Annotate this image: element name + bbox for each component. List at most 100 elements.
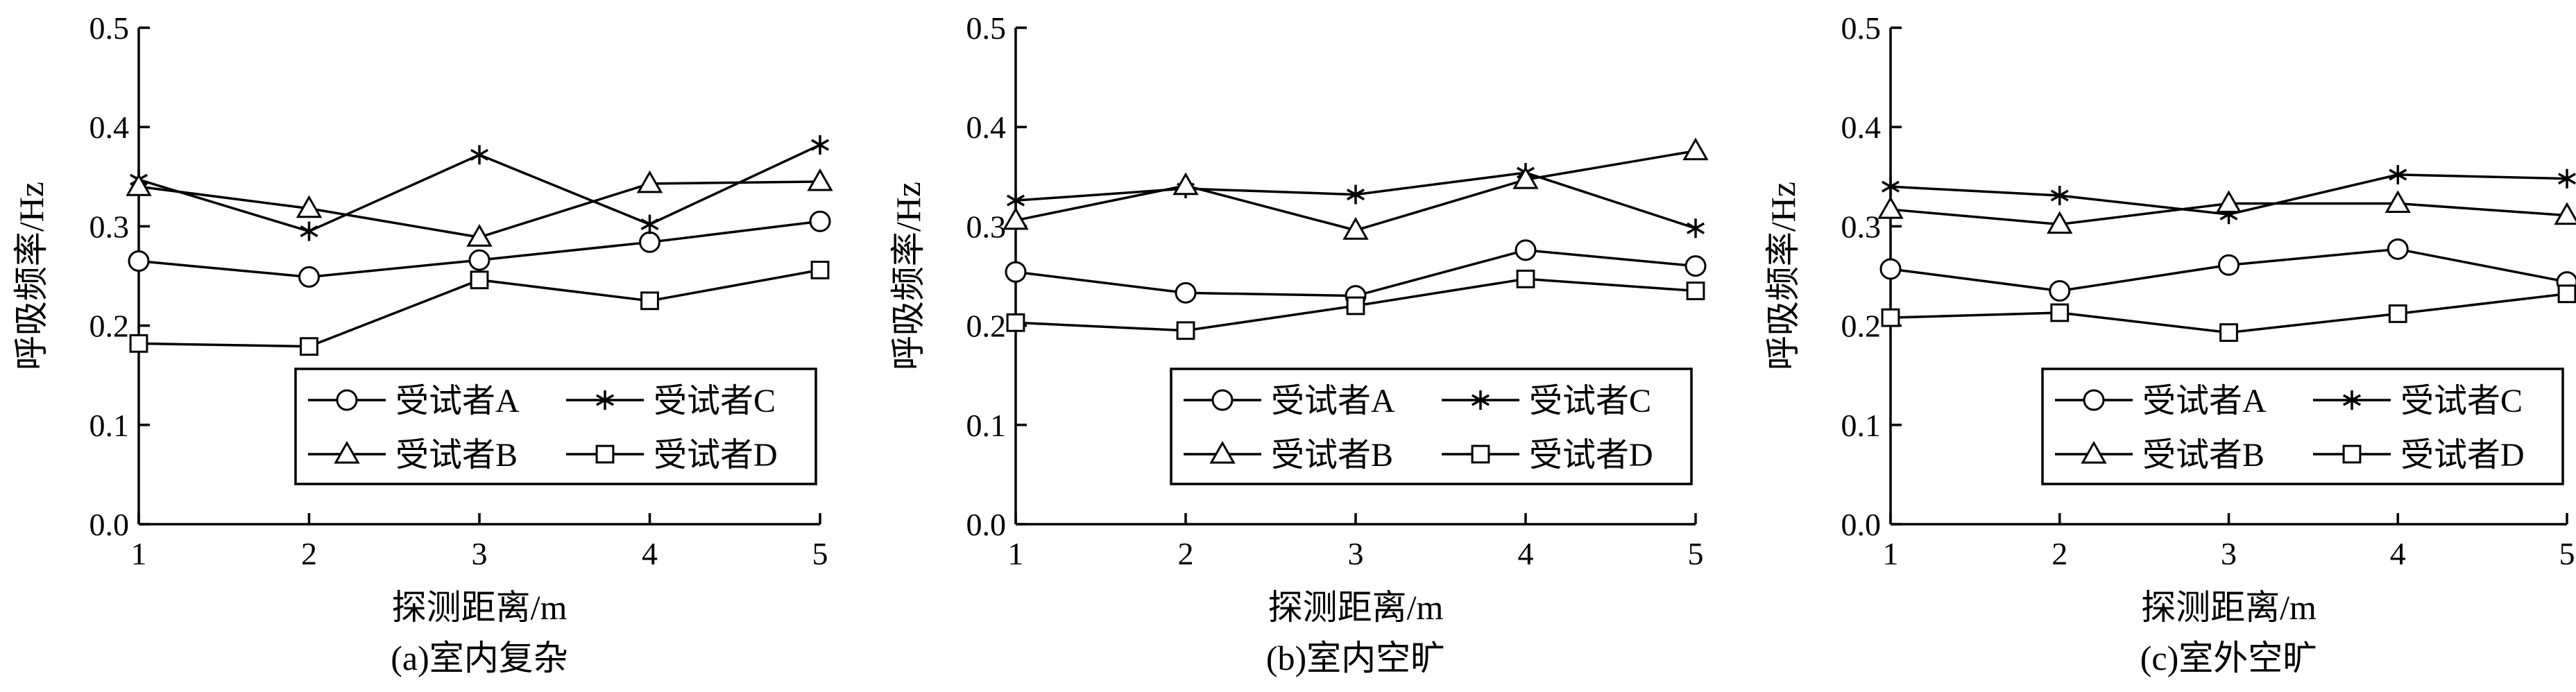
data-point-asterisk [2558, 168, 2576, 189]
y-tick-label: 0.2 [1841, 309, 1882, 344]
data-point-triangle [1512, 166, 1539, 189]
data-point-triangle [1003, 207, 1029, 230]
data-point-square [300, 337, 318, 356]
data-point-square [810, 261, 830, 279]
data-point-triangle [466, 224, 493, 247]
data-point-circle [128, 250, 150, 273]
x-axis-label: 探测距离/m [1268, 588, 1444, 627]
y-tick-label: 0.4 [966, 110, 1007, 145]
data-point-circle [336, 389, 358, 411]
data-point-triangle [296, 195, 323, 218]
y-axis-label: 呼吸频率/Hz [889, 182, 928, 370]
data-point-circle [639, 231, 660, 253]
data-point-triangle [2215, 190, 2242, 214]
data-point-square [1176, 321, 1195, 340]
legend-entry: 受试者B [1184, 437, 1393, 474]
data-point-circle [1879, 258, 1902, 280]
y-tick-label: 0.4 [89, 110, 130, 145]
legend-label: 受试者A [2142, 383, 2267, 419]
y-tick-label: 0.5 [966, 10, 1007, 46]
x-tick-label: 2 [1178, 536, 1194, 571]
x-tick-label: 4 [642, 536, 658, 571]
data-point-asterisk [1347, 184, 1365, 205]
y-tick-label: 0.0 [966, 507, 1007, 542]
legend-label: 受试者D [654, 437, 778, 474]
y-tick-label: 0.1 [966, 408, 1007, 443]
legend: 受试者A 受试者C 受试者B 受试者D [2041, 367, 2564, 485]
data-point-circle [1175, 282, 1197, 304]
data-point-triangle [2047, 211, 2073, 234]
data-point-asterisk [1687, 218, 1705, 239]
legend-label: 受试者C [1529, 383, 1651, 419]
series-asterisk [1882, 164, 2576, 225]
series-square [1881, 284, 2576, 343]
legend-entry: 受试者B [308, 437, 518, 474]
data-point-circle [1684, 255, 1707, 277]
x-tick-label: 3 [1348, 536, 1364, 571]
legend-box [294, 367, 817, 485]
legend-entry: 受试者A [1184, 383, 1395, 419]
data-point-square [640, 291, 659, 311]
data-point-square [2557, 284, 2576, 304]
data-point-asterisk [811, 135, 829, 155]
data-point-circle [2387, 238, 2409, 260]
legend-label: 受试者D [2400, 437, 2525, 474]
legend-label: 受试者B [395, 437, 518, 474]
y-axis-label: 呼吸频率/Hz [12, 182, 51, 370]
data-point-asterisk [596, 390, 614, 410]
data-point-asterisk [1882, 177, 1900, 197]
legend-box [2041, 367, 2564, 485]
legend-label: 受试者A [1271, 383, 1395, 419]
data-point-square [1346, 296, 1365, 315]
data-point-circle [809, 210, 831, 232]
y-tick-label: 0.4 [1841, 110, 1882, 145]
legend-entry: 受试者A [2055, 383, 2267, 419]
panel-subtitle: (c)室外空旷 [2140, 639, 2318, 677]
data-point-circle [298, 266, 320, 288]
y-tick-label: 0.0 [1841, 507, 1882, 542]
data-point-asterisk [300, 221, 318, 241]
data-point-triangle [2554, 202, 2576, 225]
legend-entry: 受试者C [566, 383, 776, 419]
series-square [1006, 269, 1705, 340]
data-point-square [129, 334, 148, 353]
data-point-triangle [2081, 440, 2107, 464]
y-tick-label: 0.0 [89, 507, 130, 542]
data-point-triangle [636, 170, 663, 193]
data-point-asterisk [2343, 390, 2361, 410]
data-point-square [1516, 269, 1535, 288]
data-point-triangle [334, 440, 360, 464]
y-tick-label: 0.3 [89, 209, 130, 244]
data-point-circle [2049, 279, 2071, 302]
chart-panel-3: 0.0 0.1 0.2 0.3 0.4 0.5 1 2 3 4 5 探测距离/m 呼吸频率/Hz (c)室… [1764, 10, 2576, 677]
data-point-square [595, 444, 615, 464]
data-point-triangle [1342, 217, 1369, 240]
data-point-triangle [126, 173, 152, 196]
data-point-circle [468, 249, 491, 271]
legend-entry: 受试者D [566, 437, 778, 474]
legend-label: 受试者A [395, 383, 520, 419]
y-axis-label: 呼吸频率/Hz [1764, 182, 1802, 370]
legend-label: 受试者B [2142, 437, 2264, 474]
x-tick-label: 4 [2390, 536, 2406, 571]
data-point-asterisk [1472, 390, 1490, 410]
data-point-triangle [1682, 137, 1709, 161]
panel-subtitle: (b)室内空旷 [1266, 639, 1445, 677]
panel-subtitle: (a)室内复杂 [391, 639, 568, 677]
series-circle [128, 210, 831, 288]
y-tick-label: 0.2 [89, 309, 130, 344]
legend-label: 受试者C [2400, 383, 2523, 419]
series-circle [1879, 238, 2576, 302]
data-point-square [1471, 444, 1490, 464]
data-point-triangle [2385, 190, 2411, 214]
x-axis-label: 探测距离/m [392, 588, 568, 627]
data-point-square [470, 270, 489, 290]
data-point-asterisk [1007, 191, 1025, 211]
legend-box [1170, 367, 1693, 485]
x-axis-label: 探测距离/m [2141, 588, 2317, 627]
y-tick-label: 0.3 [966, 209, 1007, 244]
data-point-square [2342, 444, 2362, 464]
legend-entry: 受试者C [2313, 383, 2523, 419]
x-tick-label: 2 [2052, 536, 2067, 571]
data-point-square [1006, 313, 1025, 332]
